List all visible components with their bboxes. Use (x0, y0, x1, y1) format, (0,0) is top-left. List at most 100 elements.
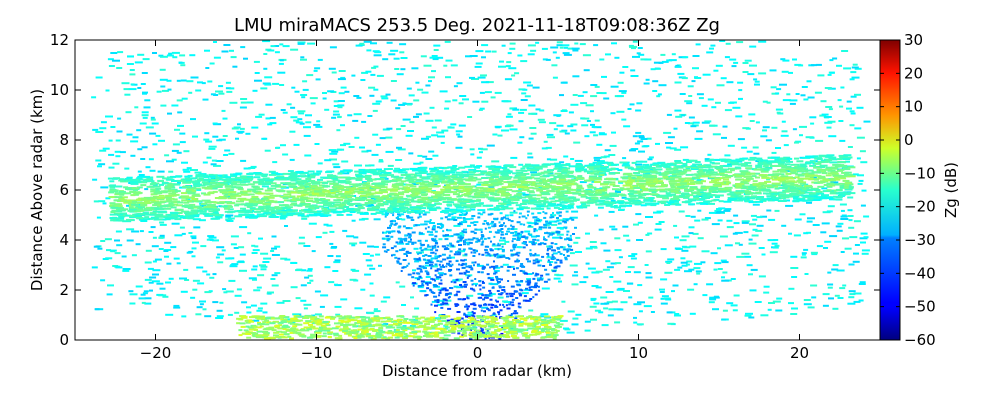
radar-cell (168, 192, 177, 195)
radar-cell (490, 265, 495, 268)
radar-cell (373, 310, 381, 313)
radar-cell (118, 190, 126, 193)
radar-cell (243, 180, 251, 183)
radar-cell (858, 299, 864, 302)
radar-cell (258, 113, 265, 116)
radar-cell (708, 211, 716, 214)
radar-cell (518, 212, 522, 215)
radar-cell (478, 147, 484, 150)
radar-cell (729, 101, 737, 104)
radar-cell (648, 296, 654, 299)
radar-cell (450, 280, 453, 283)
radar-cell (213, 56, 221, 59)
radar-cell (158, 54, 164, 57)
radar-cell (471, 310, 474, 313)
radar-cell (428, 172, 434, 175)
radar-cell (863, 120, 871, 123)
radar-cell (425, 262, 429, 264)
radar-cell (479, 151, 483, 154)
radar-cell (337, 78, 346, 81)
radar-cell (822, 304, 829, 307)
radar-cell (463, 271, 467, 274)
radar-cell (547, 247, 551, 250)
radar-cell (441, 224, 445, 227)
radar-cell (847, 215, 854, 217)
radar-cell (778, 197, 786, 200)
radar-cell (449, 287, 453, 289)
radar-cell (293, 119, 300, 122)
radar-cell (521, 265, 526, 268)
radar-cell (588, 163, 595, 166)
radar-cell (195, 313, 202, 316)
radar-cell (512, 172, 521, 175)
radar-cell (734, 231, 743, 234)
radar-cell (493, 267, 496, 270)
radar-cell (339, 203, 345, 206)
radar-cell (458, 166, 466, 169)
radar-cell (517, 305, 520, 308)
radar-cell (856, 106, 864, 109)
radar-cell (576, 184, 583, 187)
radar-cell (464, 198, 473, 201)
radar-cell (840, 86, 845, 89)
radar-cell (475, 237, 479, 240)
radar-cell (439, 289, 442, 292)
radar-cell (527, 283, 530, 286)
radar-cell (668, 59, 677, 62)
radar-cell (421, 137, 429, 140)
radar-cell (748, 238, 753, 241)
radar-cell (493, 223, 497, 226)
radar-cell (194, 187, 201, 190)
radar-cell (486, 273, 490, 276)
radar-cell (98, 200, 106, 203)
radar-cell (319, 305, 325, 308)
radar-cell (179, 277, 187, 280)
radar-cell (359, 189, 365, 191)
radar-cell (591, 271, 600, 274)
radar-cell (464, 213, 468, 216)
radar-cell (361, 181, 367, 184)
radar-cell (822, 211, 831, 214)
radar-cell (338, 92, 345, 95)
radar-cell (483, 220, 487, 222)
radar-cell (335, 255, 341, 258)
radar-cell (491, 286, 495, 289)
radar-cell (411, 169, 420, 172)
radar-cell (432, 183, 438, 186)
radar-cell (822, 293, 830, 296)
radar-cell (825, 106, 833, 108)
radar-cell (662, 197, 670, 200)
radar-cell (832, 163, 842, 166)
radar-cell (439, 90, 448, 93)
radar-cell (186, 80, 194, 83)
radar-cell (226, 181, 232, 184)
radar-cell (556, 233, 564, 236)
radar-cell (717, 247, 721, 250)
radar-cell (469, 238, 474, 241)
radar-cell (600, 296, 608, 299)
radar-cell (200, 174, 209, 177)
radar-cell (290, 48, 299, 51)
radar-cell (692, 121, 700, 124)
radar-cell (702, 188, 708, 191)
radar-cell (571, 323, 579, 326)
radar-cell (170, 246, 177, 249)
radar-cell (119, 212, 127, 215)
radar-cell (199, 303, 204, 306)
radar-cell (841, 164, 848, 167)
radar-cell (553, 128, 558, 131)
radar-cell (311, 314, 316, 317)
radar-cell (631, 161, 637, 164)
radar-cell (595, 270, 603, 273)
radar-cell (438, 294, 441, 297)
radar-cell (499, 309, 503, 312)
radar-cell (363, 40, 372, 43)
radar-cell (315, 193, 323, 196)
radar-cell (412, 282, 417, 285)
radar-cell (545, 184, 552, 187)
radar-cell (431, 55, 438, 57)
radar-cell (735, 158, 742, 161)
radar-cell (417, 154, 423, 157)
radar-cell (221, 50, 229, 53)
radar-cell (756, 196, 765, 198)
